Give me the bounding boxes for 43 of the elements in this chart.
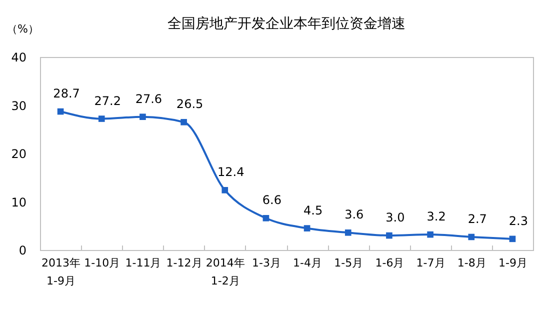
data-label: 27.2 — [94, 94, 121, 108]
data-label: 12.4 — [218, 165, 244, 180]
chart-title: 全国房地产开发企业本年到位资金增速 — [168, 16, 406, 32]
x-tick-label: 1-6月 — [375, 256, 404, 270]
data-label: 3.6 — [344, 208, 364, 222]
x-tick-label: 1-5月 — [334, 256, 364, 270]
y-tick-label: 40 — [11, 50, 26, 64]
x-tick-label: 1-11月 — [125, 256, 162, 270]
data-label: 26.5 — [176, 97, 204, 112]
data-label: 3.2 — [426, 210, 446, 224]
x-tick-label: 1-3月 — [252, 256, 281, 270]
data-label: 27.6 — [135, 92, 162, 106]
x-tick-label: 1-8月 — [457, 256, 486, 270]
x-tick-label: 1-4月 — [293, 256, 322, 270]
data-label: 4.5 — [303, 203, 323, 218]
x-tick-label: 2014年 1-2月 — [206, 256, 245, 288]
y-tick-label: 30 — [11, 98, 26, 113]
point — [468, 234, 475, 240]
y-tick-label: 20 — [11, 147, 26, 161]
point — [386, 232, 392, 239]
y-tick-label: 0 — [18, 244, 26, 258]
x-tick-label: 1-10月 — [84, 256, 120, 270]
point — [140, 114, 146, 120]
point — [180, 118, 187, 126]
y-axis-title: （%） — [6, 22, 39, 36]
point — [57, 108, 64, 115]
point — [427, 231, 434, 238]
data-label: 2.3 — [508, 214, 528, 228]
data-label: 3.0 — [386, 210, 405, 225]
point — [98, 116, 105, 122]
x-tick-label: 1-12月 — [166, 256, 202, 270]
point — [304, 225, 310, 232]
x-tick-label: 1-9月 — [498, 256, 528, 270]
point — [222, 187, 228, 194]
data-label: 6.6 — [262, 193, 282, 208]
data-label: 2.7 — [468, 212, 487, 226]
y-tick-label: 10 — [11, 195, 26, 210]
point — [262, 214, 270, 222]
point — [344, 229, 352, 236]
data-label: 28.7 — [53, 86, 80, 101]
x-tick-label: 2013年 1-9月 — [42, 256, 81, 288]
point — [509, 236, 516, 242]
x-tick-label: 1-7月 — [416, 256, 446, 270]
